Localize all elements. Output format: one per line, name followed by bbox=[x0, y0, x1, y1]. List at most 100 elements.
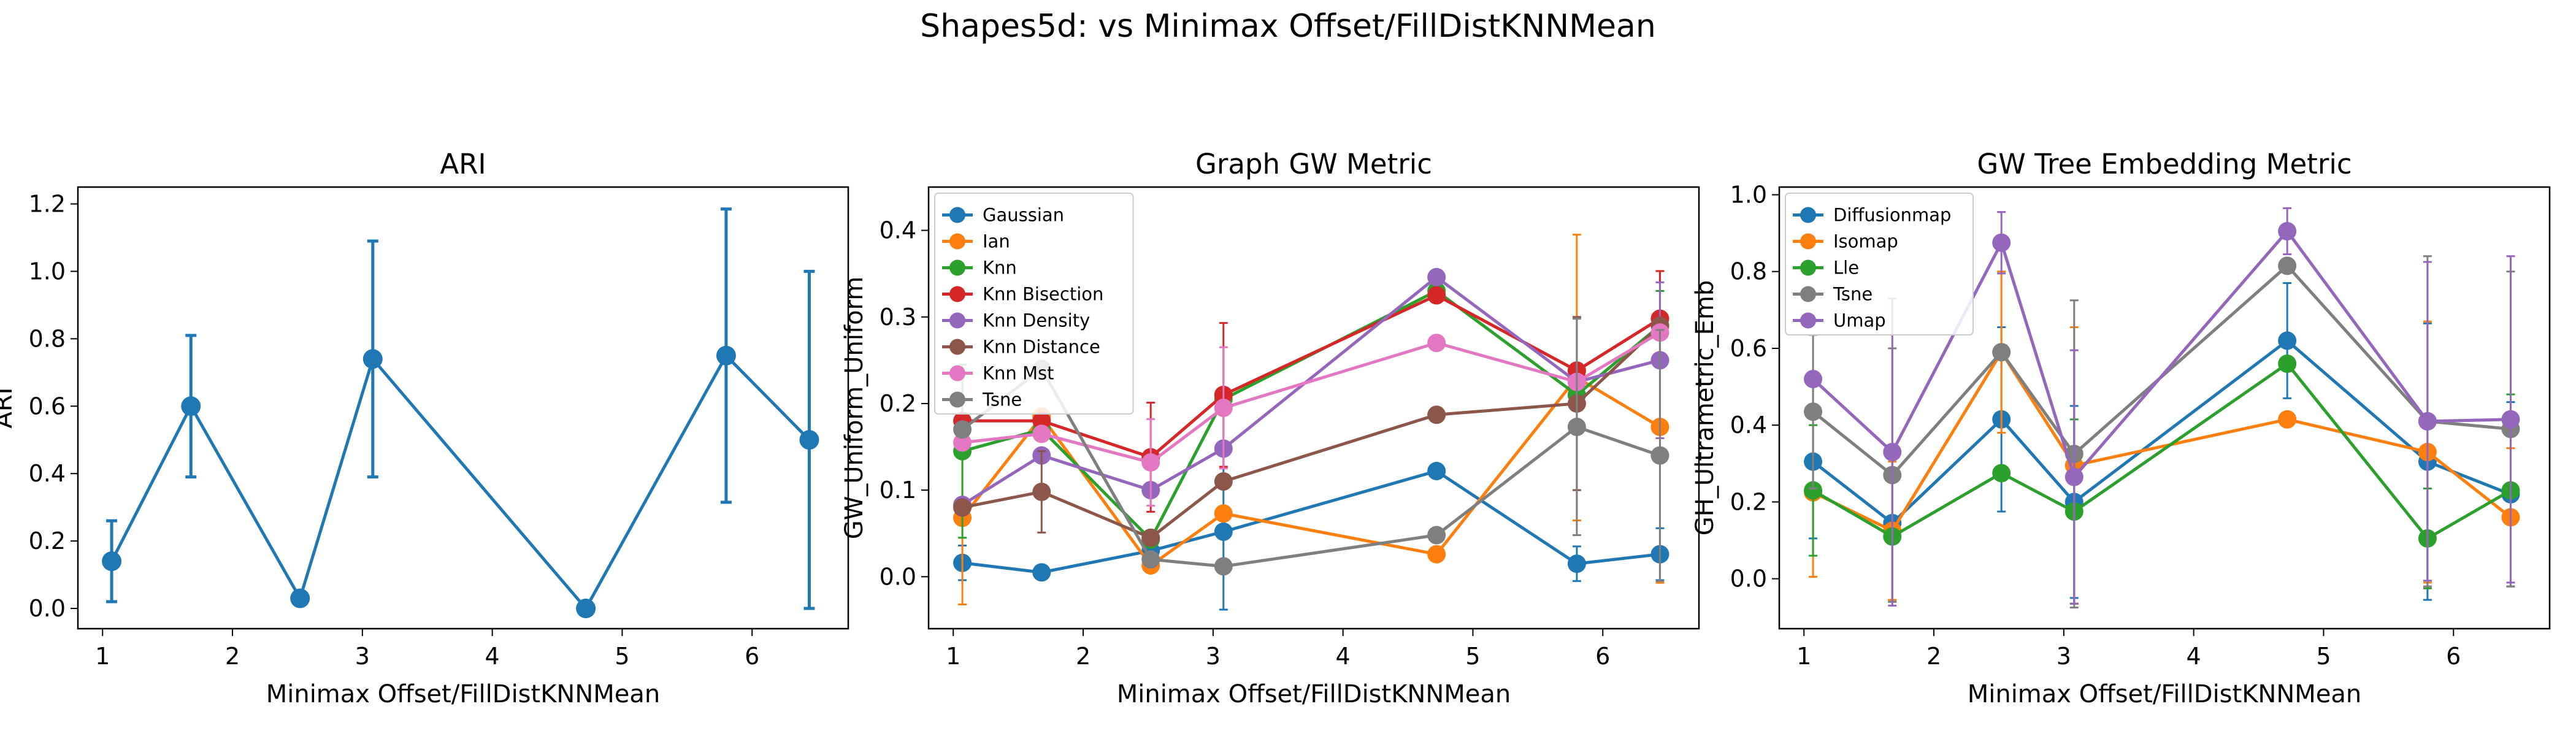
x-tick-label: 1 bbox=[946, 643, 960, 670]
data-point bbox=[1214, 504, 1233, 523]
data-point bbox=[1032, 482, 1051, 501]
data-point bbox=[1032, 563, 1051, 582]
y-tick-label: 0.0 bbox=[29, 595, 66, 622]
subplot-3: GW Tree Embedding Metric 1 2 3 4 5 6 0.0 0.2 0.4 0… bbox=[1691, 148, 2551, 708]
data-point bbox=[716, 345, 736, 366]
x-tick-label: 1 bbox=[1796, 643, 1811, 670]
y-tick-label: 1.2 bbox=[29, 190, 66, 217]
data-point bbox=[362, 349, 383, 369]
data-point bbox=[1214, 557, 1233, 576]
plot-area bbox=[1804, 207, 2520, 609]
data-point bbox=[1567, 554, 1586, 573]
legend-label: Knn Mst bbox=[983, 363, 1054, 384]
data-point bbox=[2278, 256, 2297, 275]
data-point bbox=[2278, 410, 2297, 429]
legend-label: Tsne bbox=[1833, 284, 1873, 305]
data-point bbox=[953, 433, 972, 452]
x-axis-label: Minimax Offset/FillDistKNNMean bbox=[1117, 680, 1511, 708]
y-tick-label: 1.0 bbox=[29, 258, 66, 285]
x-tick-label: 5 bbox=[1465, 643, 1480, 670]
data-point bbox=[102, 551, 122, 572]
legend-label: Tsne bbox=[982, 389, 1022, 410]
plot-area bbox=[953, 234, 1669, 611]
subplot-2: Graph GW Metric 1 2 3 4 5 6 0.0 0.1 0.2 0.3 0.4 Mini… bbox=[840, 148, 1700, 708]
y-tick-label: 0.2 bbox=[880, 390, 916, 417]
data-point bbox=[2278, 355, 2297, 373]
legend: Diffusionmap Isomap Lle Tsne Umap bbox=[1785, 193, 1974, 335]
legend-frame bbox=[1785, 193, 1974, 335]
y-tick-label: 0.2 bbox=[1730, 488, 1767, 515]
data-point bbox=[1032, 412, 1051, 431]
legend-label: Ian bbox=[983, 231, 1010, 252]
data-point bbox=[1141, 528, 1160, 547]
x-axis-label: Minimax Offset/FillDistKNNMean bbox=[266, 680, 661, 708]
data-point bbox=[576, 599, 596, 619]
data-point bbox=[2501, 410, 2520, 429]
subplot-1: ARI 1 2 3 4 5 6 0.0 0.2 0.4 0.6 0.8 1.0 1.2 Minimax Of… bbox=[0, 148, 849, 708]
data-point bbox=[1427, 267, 1446, 286]
data-point bbox=[953, 498, 972, 517]
legend: Gaussian Ian Knn Knn Bisection Knn Density Kn… bbox=[934, 193, 1134, 415]
legend-swatch-marker bbox=[1800, 207, 1816, 223]
y-tick-label: 0.8 bbox=[29, 325, 66, 352]
data-point bbox=[181, 396, 201, 416]
figure-title: Shapes5d: vs Minimax Offset/FillDistKNNM… bbox=[920, 8, 1656, 45]
data-point bbox=[1804, 481, 1823, 500]
x-tick-label: 2 bbox=[1926, 643, 1941, 670]
legend-swatch-marker bbox=[949, 259, 965, 276]
data-point bbox=[1214, 472, 1233, 491]
legend-swatch-marker bbox=[949, 233, 965, 250]
data-point bbox=[1992, 464, 2011, 483]
legend-swatch-marker bbox=[1800, 312, 1816, 329]
legend-swatch-marker bbox=[1800, 286, 1816, 302]
legend-swatch-marker bbox=[949, 207, 965, 223]
subplot-title: Graph GW Metric bbox=[1195, 148, 1432, 180]
data-point bbox=[1427, 526, 1446, 545]
y-tick-label: 0.6 bbox=[29, 393, 66, 420]
subplot-title: ARI bbox=[440, 148, 486, 180]
data-point bbox=[1992, 343, 2011, 362]
x-tick-label: 2 bbox=[225, 643, 240, 670]
x-tick-label: 6 bbox=[2446, 643, 2461, 670]
data-point bbox=[799, 430, 819, 450]
data-point bbox=[1214, 399, 1233, 417]
data-point bbox=[1883, 443, 1902, 461]
y-tick-label: 0.1 bbox=[880, 477, 916, 504]
plot-area bbox=[102, 207, 819, 619]
data-point bbox=[2278, 331, 2297, 350]
legend-swatch-marker bbox=[949, 286, 965, 302]
x-tick-label: 1 bbox=[95, 643, 110, 670]
x-tick-label: 4 bbox=[485, 643, 500, 670]
y-tick-label: 0.4 bbox=[1730, 412, 1767, 439]
data-point bbox=[1992, 233, 2011, 252]
data-point bbox=[1214, 522, 1233, 541]
y-tick-label: 0.4 bbox=[880, 217, 916, 244]
data-point bbox=[1804, 402, 1823, 421]
x-tick-label: 5 bbox=[615, 643, 629, 670]
y-tick-label: 0.4 bbox=[29, 460, 66, 487]
data-point bbox=[1032, 424, 1051, 443]
legend-label: Isomap bbox=[1833, 231, 1898, 252]
axes-frame bbox=[1778, 186, 2551, 630]
legend-frame bbox=[934, 193, 1134, 415]
legend-swatch-marker bbox=[949, 339, 965, 355]
legend-label: Diffusionmap bbox=[1833, 205, 1951, 226]
subplots: ARI 1 2 3 4 5 6 0.0 0.2 0.4 0.6 0.8 1.0 1.2 Minimax Of… bbox=[0, 148, 2551, 708]
legend-label: Lle bbox=[1833, 258, 1859, 278]
x-tick-label: 4 bbox=[1336, 643, 1351, 670]
y-tick-label: 0.8 bbox=[1730, 258, 1767, 285]
legend-label: Knn Density bbox=[983, 310, 1090, 331]
legend-label: Gaussian bbox=[983, 205, 1064, 226]
axes-frame bbox=[927, 186, 1700, 630]
data-point bbox=[290, 588, 310, 608]
legend-label: Umap bbox=[1833, 310, 1886, 331]
data-point bbox=[1567, 418, 1586, 437]
data-point bbox=[2278, 222, 2297, 240]
x-tick-label: 6 bbox=[1595, 643, 1610, 670]
x-tick-label: 4 bbox=[2187, 643, 2201, 670]
y-axis-label: GW_Uniform_Uniform bbox=[840, 277, 868, 540]
series-umap bbox=[1804, 207, 2520, 607]
axes-frame bbox=[77, 186, 849, 630]
data-point bbox=[953, 420, 972, 439]
data-point bbox=[1427, 286, 1446, 305]
